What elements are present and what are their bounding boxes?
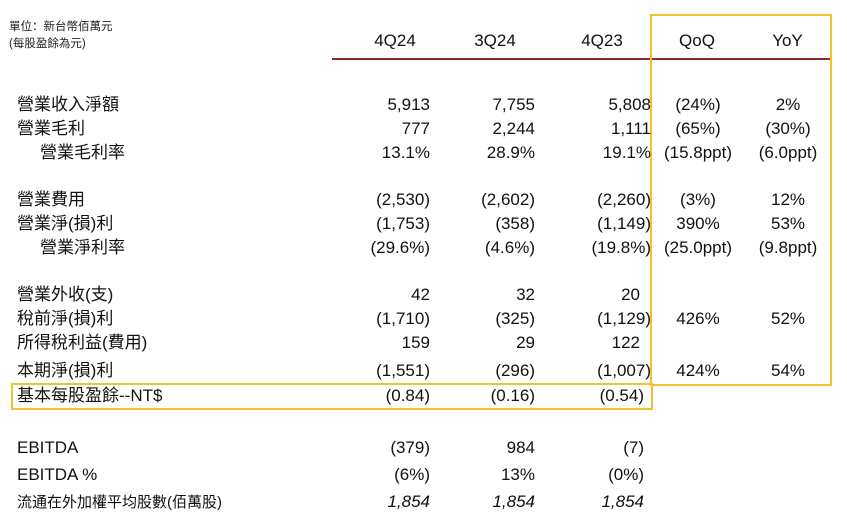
cell-revenue-yoy: 2%: [775, 95, 801, 114]
cell-revenue-4q24: 5,913: [387, 95, 430, 114]
cell-gross-margin-3q24: 28.9%: [486, 143, 535, 162]
cell-ebitda-3q24: 984: [506, 438, 535, 457]
cell-ebitda-pct-3q24: 13%: [500, 465, 535, 484]
cell-non-operating-4q23: 20: [621, 285, 640, 304]
cell-weighted-shares-4q23: 1,854: [601, 492, 644, 511]
cell-pretax-income-qoq: 426%: [676, 309, 720, 328]
cell-ebitda-4q23: (7): [623, 438, 644, 457]
cell-net-income-4q23: (1,007): [597, 361, 651, 380]
cell-opex-qoq: (3%): [680, 190, 716, 209]
row-label-operating-income: 營業淨(損)利: [17, 214, 114, 233]
cell-net-income-yoy: 54%: [770, 361, 806, 380]
row-label-ebitda: EBITDA: [17, 438, 79, 457]
unit-note-eps: (每股盈餘為元): [9, 38, 86, 50]
row-label-income-tax: 所得稅利益(費用): [17, 333, 148, 352]
cell-opex-4q23: (2,260): [597, 190, 651, 209]
cell-revenue-3q24: 7,755: [492, 95, 535, 114]
cell-pretax-income-3q24: (325): [495, 309, 535, 328]
row-label-gross-profit: 營業毛利: [17, 119, 85, 138]
cell-operating-income-4q24: (1,753): [376, 214, 430, 233]
row-label-non-operating: 營業外收(支): [17, 285, 114, 304]
cell-gross-margin-qoq: (15.8ppt): [663, 143, 733, 162]
cell-net-income-3q24: (296): [495, 361, 535, 380]
cell-operating-margin-4q24: (29.6%): [370, 238, 430, 257]
header-rule: [332, 58, 830, 60]
row-label-ebitda-pct: EBITDA %: [17, 465, 98, 484]
cell-gross-profit-4q23: 1,111: [610, 119, 651, 138]
cell-operating-margin-qoq: (25.0ppt): [663, 238, 733, 257]
cell-eps-4q23: (0.54): [599, 386, 644, 405]
row-label-eps: 基本每股盈餘--NT$: [17, 386, 163, 405]
row-label-opex: 營業費用: [17, 190, 85, 209]
row-label-gross-margin: 營業毛利率: [40, 143, 125, 162]
cell-gross-margin-yoy: (6.0ppt): [758, 143, 818, 162]
cell-ebitda-pct-4q24: (6%): [394, 465, 430, 484]
cell-pretax-income-yoy: 52%: [770, 309, 806, 328]
cell-gross-profit-qoq: (65%): [675, 119, 721, 138]
cell-revenue-4q23: 5,808: [608, 95, 651, 114]
cell-operating-income-yoy: 53%: [770, 214, 806, 233]
cell-opex-yoy: 12%: [770, 190, 806, 209]
cell-ebitda-pct-4q23: (0%): [608, 465, 644, 484]
cell-weighted-shares-4q24: 1,854: [387, 492, 430, 511]
row-label-net-income: 本期淨(損)利: [17, 361, 114, 380]
eps-highlight-box: [11, 383, 653, 410]
col-header-yoy: YoY: [772, 31, 803, 50]
cell-eps-3q24: (0.16): [490, 386, 535, 405]
row-label-pretax-income: 稅前淨(損)利: [17, 309, 114, 328]
unit-note: 單位：新台幣佰萬元: [9, 21, 113, 33]
cell-gross-profit-4q24: 777: [401, 119, 430, 138]
cell-net-income-qoq: 424%: [676, 361, 720, 380]
cell-eps-4q24: (0.84): [385, 386, 430, 405]
cell-operating-margin-3q24: (4.6%): [484, 238, 535, 257]
cell-gross-profit-3q24: 2,244: [492, 119, 535, 138]
row-label-revenue: 營業收入淨額: [17, 95, 119, 114]
cell-income-tax-4q23: 122: [611, 333, 640, 352]
cell-non-operating-4q24: 42: [411, 285, 430, 304]
cell-opex-3q24: (2,602): [481, 190, 535, 209]
row-label-weighted-shares: 流通在外加權平均股數(佰萬股): [17, 494, 222, 511]
cell-operating-income-3q24: (358): [495, 214, 535, 233]
cell-gross-margin-4q23: 19.1%: [602, 143, 651, 162]
cell-income-tax-4q24: 159: [401, 333, 430, 352]
cell-operating-income-qoq: 390%: [676, 214, 720, 233]
cell-income-tax-3q24: 29: [516, 333, 535, 352]
cell-net-income-4q24: (1,551): [376, 361, 430, 380]
cell-operating-margin-4q23: (19.8%): [591, 238, 651, 257]
qoq-yoy-highlight-box: [650, 14, 832, 386]
col-header-4q24: 4Q24: [374, 31, 416, 50]
cell-ebitda-4q24: (379): [390, 438, 430, 457]
cell-weighted-shares-3q24: 1,854: [492, 492, 535, 511]
col-header-3q24: 3Q24: [474, 31, 516, 50]
cell-non-operating-3q24: 32: [516, 285, 535, 304]
col-header-qoq: QoQ: [679, 31, 715, 50]
row-label-operating-margin: 營業淨利率: [40, 238, 125, 257]
col-header-4q23: 4Q23: [581, 31, 623, 50]
cell-operating-margin-yoy: (9.8ppt): [758, 238, 818, 257]
cell-gross-margin-4q24: 13.1%: [381, 143, 430, 162]
cell-pretax-income-4q24: (1,710): [376, 309, 430, 328]
cell-opex-4q24: (2,530): [376, 190, 430, 209]
cell-pretax-income-4q23: (1,129): [597, 309, 651, 328]
cell-gross-profit-yoy: (30%): [765, 119, 811, 138]
cell-operating-income-4q23: (1,149): [597, 214, 651, 233]
cell-revenue-qoq: (24%): [675, 95, 721, 114]
